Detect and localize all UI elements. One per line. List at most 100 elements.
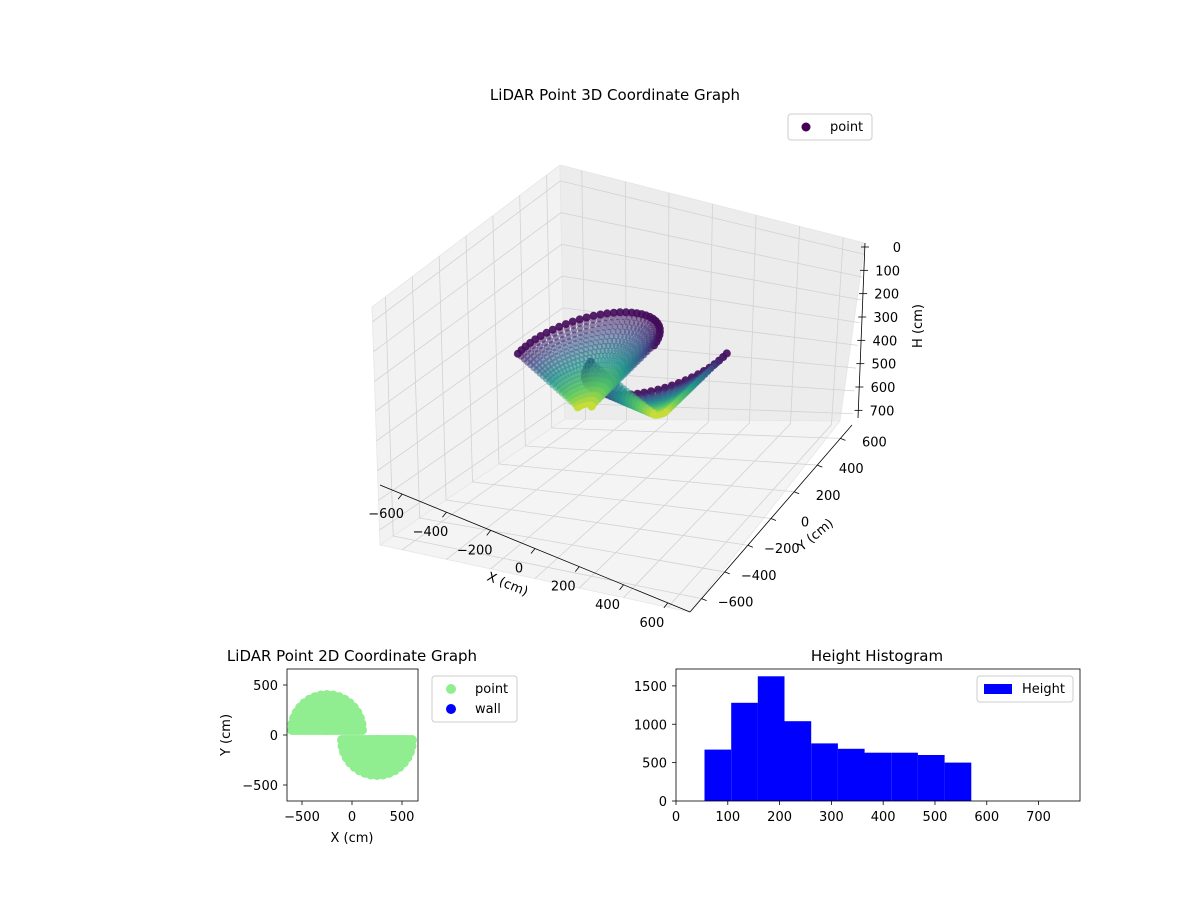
x-tick-label-2d: 0 [348, 810, 356, 825]
y-axis-2d-label: Y (cm) [219, 714, 234, 757]
legend-2d-marker-wall [446, 704, 456, 714]
y-tick-label-3d: −400 [741, 569, 777, 584]
point-3d [606, 323, 613, 331]
point-3d [596, 310, 605, 319]
x-tick-label-histogram: 700 [1026, 810, 1051, 825]
y-tick-label-2d: 500 [253, 679, 278, 694]
histogram-bar [837, 748, 865, 801]
chart-3d-title: LiDAR Point 3D Coordinate Graph [490, 86, 740, 104]
histogram-bar [891, 752, 918, 801]
histogram-bar [704, 749, 732, 801]
x-tick-label-2d: −500 [284, 810, 320, 825]
z-tick-label-3d: 600 [871, 381, 896, 396]
grid-line-x-wall [749, 215, 757, 423]
z-tick-label-3d: 400 [872, 334, 897, 349]
grid-line-z [374, 243, 862, 382]
x-tick-label-histogram: 300 [819, 810, 844, 825]
grid-line-y [446, 499, 748, 546]
point-3d [605, 328, 612, 335]
point-3d [595, 320, 603, 327]
y-tick-label-3d: −600 [718, 596, 754, 611]
x-tick-label-2d: 500 [390, 810, 415, 825]
legend-2d: point wall [431, 675, 518, 723]
x-tick-3d [663, 602, 669, 609]
grid-line-x-wall [831, 237, 844, 425]
z-tick-label-3d: 100 [875, 264, 900, 279]
z-tick-label-3d: 700 [870, 404, 895, 419]
grid-line-y [525, 445, 818, 466]
point-3d [599, 329, 607, 336]
point-3d [595, 325, 602, 332]
chart-2d: LiDAR Point 2D Coordinate Graph −500 0 500… [219, 647, 518, 846]
point-3d [609, 308, 618, 317]
legend-histogram-label: Height [1022, 682, 1065, 697]
grid-line-z [372, 180, 865, 323]
point-3d [582, 313, 591, 322]
point-3d [594, 330, 601, 337]
point-3d [561, 320, 570, 329]
point-3d [583, 327, 590, 335]
plot-area-2d [286, 668, 419, 802]
point-3d [608, 333, 615, 340]
histogram-bar [784, 721, 812, 801]
point-3d [589, 311, 598, 320]
point-2d [407, 735, 417, 745]
point-3d [611, 323, 619, 330]
grid-line-y-wall [385, 296, 394, 537]
point-3d [663, 408, 671, 415]
y-tick-label-histogram: 1500 [634, 680, 667, 695]
y-ticks-2d: 500 0 −500 [242, 679, 287, 794]
point-3d [536, 332, 545, 340]
y-tick-label-2d: 0 [270, 729, 278, 744]
grid-line-y-wall [519, 195, 526, 447]
z-tick-label-3d: 500 [872, 358, 897, 373]
grid-line-x-wall [790, 226, 801, 424]
point-3d [613, 318, 620, 326]
x-axis-2d-label: X (cm) [331, 831, 374, 846]
legend-3d-frame [787, 113, 873, 141]
z-axis-3d-label: H (cm) [911, 304, 926, 348]
x-tick-3d [619, 584, 624, 591]
point-3d [621, 323, 629, 331]
y-tick-label-3d: 400 [839, 462, 864, 477]
histogram-bar [757, 676, 785, 801]
point-3d [603, 309, 612, 318]
point-3d [610, 328, 617, 335]
grid-line-z [375, 275, 860, 412]
y-tick-3d [724, 571, 730, 575]
point-3d [582, 337, 590, 344]
grid-line-x-wall [708, 203, 713, 423]
x-tick-label-3d: 200 [551, 580, 576, 595]
point-3d [615, 328, 622, 335]
x-tick-label-3d: 0 [515, 562, 523, 577]
z-tick-label-3d: 300 [873, 311, 898, 326]
x-tick-label-histogram: 400 [871, 810, 896, 825]
x-tick-label-histogram: 500 [923, 810, 948, 825]
grid-line-y-wall [411, 276, 421, 519]
x-tick-label-histogram: 0 [672, 810, 680, 825]
x-ticks-3d: −600 −400 −200 0 200 400 600 [368, 493, 669, 631]
point-2d [287, 725, 297, 735]
grid-line-x-wall [624, 181, 627, 421]
y-tick-3d [701, 598, 707, 602]
point-3d [627, 308, 636, 317]
point-cloud-3d [513, 308, 731, 419]
grid-line-y [551, 427, 841, 439]
histogram-bar [811, 743, 838, 801]
x-tick-label-3d: −400 [413, 525, 449, 540]
z-tick-label-3d: 200 [874, 288, 899, 303]
x-tick-3d [530, 548, 536, 554]
grid-line-y [419, 517, 725, 573]
histogram-bar [917, 755, 945, 801]
legend-3d-label-point: point [830, 120, 863, 135]
y-tick-label-histogram: 1000 [634, 718, 667, 733]
legend-3d: point [787, 113, 873, 141]
x-tick-label-histogram: 600 [974, 810, 999, 825]
point-3d [602, 338, 609, 345]
legend-histogram-frame [976, 675, 1074, 703]
point-cloud-2d [287, 690, 417, 780]
chart-2d-title: LiDAR Point 2D Coordinate Graph [227, 647, 477, 665]
x-tick-3d [574, 566, 580, 572]
grid-line-y [498, 463, 795, 493]
